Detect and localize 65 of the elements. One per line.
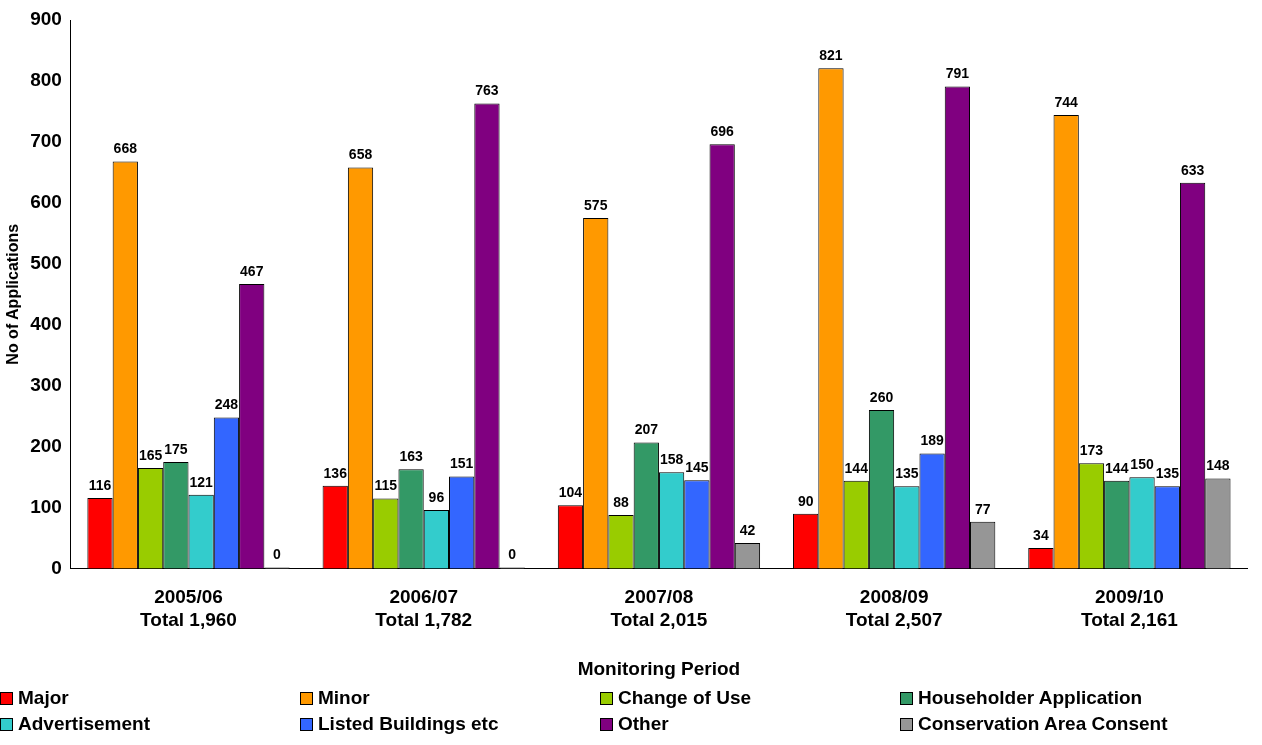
data-label: 96 [428, 488, 445, 505]
data-label: 121 [189, 473, 214, 490]
legend-label: Householder Application [918, 687, 1143, 709]
y-tick-label: 800 [30, 69, 62, 91]
y-tick-label: 300 [30, 373, 62, 395]
data-label: 34 [1033, 526, 1049, 543]
data-label: 104 [558, 484, 583, 501]
data-label: 173 [1079, 442, 1104, 459]
x-tick-label: 2007/08 Total 2,015 [610, 586, 708, 631]
legend-label: Conservation Area Consent [918, 713, 1168, 735]
legend-label: Major [18, 687, 69, 709]
legend-label: Change of Use [618, 687, 752, 709]
data-label: 189 [920, 432, 944, 449]
data-label: 144 [1105, 459, 1129, 476]
data-label: 88 [613, 493, 630, 510]
data-label: 145 [685, 459, 709, 476]
legend-label: Other [618, 713, 669, 735]
data-label: 116 [88, 476, 112, 493]
y-axis-title: No of Applications [4, 223, 22, 365]
data-label: 0 [273, 546, 282, 563]
data-label: 115 [374, 477, 398, 494]
data-label: 77 [974, 500, 991, 517]
x-tick-label: 2006/07 Total 1,782 [375, 586, 473, 631]
y-tick-label: 500 [30, 252, 62, 274]
data-label: 158 [659, 451, 684, 468]
y-tick-label: 700 [30, 130, 62, 152]
data-label: 744 [1054, 93, 1079, 110]
data-label: 821 [819, 47, 843, 64]
y-tick-label: 400 [30, 313, 62, 335]
data-label: 763 [475, 82, 499, 99]
x-axis-title: Monitoring Period [577, 657, 741, 679]
y-tick-label: 900 [30, 8, 62, 30]
y-tick-label: 100 [30, 495, 62, 517]
data-label: 135 [1155, 465, 1180, 482]
x-tick-label: 2008/09 Total 2,507 [845, 586, 943, 631]
data-label: 148 [1206, 457, 1230, 474]
data-label: 163 [399, 448, 423, 465]
data-label: 575 [584, 196, 608, 213]
data-label: 260 [869, 388, 894, 405]
data-label: 144 [844, 459, 869, 476]
x-tick-label: 2009/10 Total 2,161 [1080, 586, 1179, 631]
legend-label: Advertisement [18, 713, 150, 735]
data-label: 150 [1130, 456, 1154, 473]
data-label: 207 [634, 421, 659, 438]
data-label: 165 [138, 446, 163, 463]
data-label: 467 [240, 262, 264, 279]
data-label: 90 [797, 492, 814, 509]
x-tick-label: 2005/06 Total 1,960 [140, 586, 237, 631]
legend-label: Minor [318, 687, 370, 709]
y-tick-label: 200 [30, 434, 62, 456]
data-label: 42 [739, 521, 756, 538]
y-tick-label: 0 [51, 556, 62, 578]
y-tick-label: 600 [30, 191, 62, 213]
data-label: 633 [1180, 161, 1205, 178]
data-label: 135 [895, 465, 919, 482]
legend-label: Listed Buildings etc [318, 713, 499, 735]
data-label: 791 [945, 65, 970, 82]
data-label: 248 [214, 396, 239, 413]
data-label: 668 [113, 140, 138, 157]
data-label: 658 [348, 146, 373, 163]
data-label: 151 [449, 455, 474, 472]
data-label: 696 [710, 123, 735, 140]
data-label: 0 [508, 546, 517, 563]
data-label: 136 [323, 464, 348, 481]
data-label: 175 [164, 440, 188, 457]
